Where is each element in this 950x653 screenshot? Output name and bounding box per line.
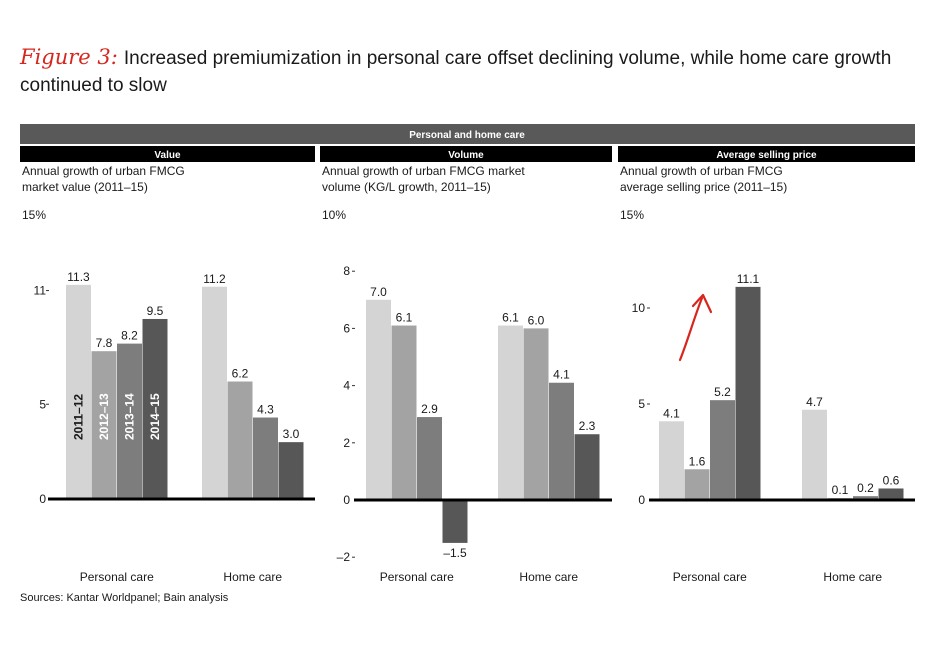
category-label: Personal care [380, 570, 454, 584]
bar-2014–15-Personal care [142, 318, 168, 499]
data-label: 11.1 [737, 272, 760, 286]
data-label: 6.1 [396, 311, 413, 325]
bar-2014–15-Home care [278, 442, 304, 499]
panel-title-bar [320, 146, 612, 162]
bar-2014–15-Personal care [735, 286, 761, 500]
bar-2011–12-Home care [202, 286, 227, 499]
category-label: Home care [519, 570, 578, 584]
bar-2011–12-Home care [498, 325, 523, 500]
panel-title: Value [154, 150, 181, 161]
data-label: 3.0 [283, 427, 300, 441]
bar-2012–13-Personal care [91, 351, 117, 499]
category-label: Personal care [673, 570, 747, 584]
header-label: Personal and home care [409, 130, 525, 141]
panel-subtitle: Annual growth of urban FMCG [620, 164, 783, 178]
y-tick-label: 5 [39, 397, 46, 411]
category-label: Personal care [80, 570, 154, 584]
data-label: 7.0 [370, 285, 387, 299]
bar-2014–15-Home care [878, 488, 904, 500]
bar-2011–12-Personal care [366, 299, 391, 500]
y-tick-label: 2 [343, 436, 350, 450]
y-tick-label: 0 [39, 492, 46, 506]
panel-title-bar [20, 146, 315, 162]
bar-2013–14-Personal care [117, 343, 142, 499]
bar-2011–12-Personal care [659, 421, 684, 500]
chart-panel-2: Volume Annual growth of urban FMCG market… [320, 146, 612, 584]
y-unit-label: 15% [22, 208, 46, 222]
bar-2013–14-Personal care [710, 400, 735, 500]
y-tick-label: 4 [343, 379, 350, 393]
y-tick-label: 0 [343, 493, 350, 507]
data-label: 9.5 [147, 304, 164, 318]
bar-2013–14-Home care [253, 417, 278, 499]
panel-title: Average selling price [716, 150, 817, 161]
panel-subtitle: average selling price (2011–15) [620, 180, 787, 194]
data-label: –1.5 [443, 546, 467, 560]
sources-note: Sources: Kantar Worldpanel; Bain analysi… [20, 592, 229, 604]
series-label: 2011–12 [72, 394, 86, 440]
category-label: Home care [823, 570, 882, 584]
data-label: 2.3 [579, 419, 596, 433]
y-tick-label: 8 [343, 264, 350, 278]
data-label: 8.2 [121, 329, 138, 343]
panel-subtitle: market value (2011–15) [22, 180, 148, 194]
data-label: 7.8 [96, 336, 113, 350]
bar-2013–14-Home care [549, 382, 574, 500]
chart-panel-3: Average selling price Annual growth of ur… [618, 146, 915, 584]
data-label: 5.2 [714, 385, 731, 399]
panel-title-bar [618, 146, 915, 162]
data-label: 0.6 [883, 473, 900, 487]
figure-title: Figure 3: Increased premiumization in per… [20, 44, 920, 99]
panel-title: Volume [448, 150, 484, 161]
series-label: 2014–15 [148, 393, 162, 440]
y-tick-label: –2 [337, 550, 351, 564]
data-label: 4.1 [553, 368, 570, 382]
data-label: 6.1 [502, 311, 519, 325]
bar-2012–13-Personal care [684, 469, 710, 500]
data-label: 4.1 [663, 406, 680, 420]
y-unit-label: 15% [620, 208, 644, 222]
y-tick-label: 0 [638, 493, 645, 507]
bar-2014–15-Personal care [442, 500, 468, 543]
series-label: 2012–13 [97, 393, 111, 440]
data-label: 4.3 [257, 403, 274, 417]
data-label: 0.1 [832, 483, 849, 497]
data-label: 11.2 [203, 272, 226, 286]
bar-2012–13-Home care [523, 328, 549, 500]
data-label: 6.2 [232, 367, 249, 381]
data-label: 0.2 [857, 481, 874, 495]
bar-2012–13-Home care [227, 381, 253, 499]
data-label: 6.0 [528, 313, 545, 327]
y-tick-label: 5 [638, 397, 645, 411]
y-unit-label: 10% [322, 208, 346, 222]
data-label: 11.3 [67, 270, 90, 284]
data-label: 2.9 [421, 402, 438, 416]
bar-2013–14-Personal care [417, 417, 442, 500]
bar-2012–13-Personal care [391, 325, 417, 500]
bar-2011–12-Home care [802, 409, 827, 500]
panel-subtitle: volume (KG/L growth, 2011–15) [322, 180, 491, 194]
y-tick-label: 6 [343, 321, 350, 335]
y-tick-label: 11 [34, 284, 47, 298]
panel-subtitle: Annual growth of urban FMCG [22, 164, 185, 178]
red-arrowhead-icon [691, 293, 713, 314]
bar-2011–12-Personal care [66, 284, 91, 499]
red-arrow-icon [678, 296, 704, 362]
panel-subtitle: Annual growth of urban FMCG market [322, 164, 525, 178]
bar-2013–14-Home care [853, 496, 878, 500]
series-label: 2013–14 [123, 393, 137, 440]
figure-title-text: Increased premiumization in personal car… [20, 48, 892, 96]
data-label: 4.7 [806, 395, 823, 409]
figure-label: Figure 3: [20, 45, 118, 69]
data-label: 1.6 [689, 454, 706, 468]
bar-2014–15-Home care [574, 434, 600, 500]
category-label: Home care [223, 570, 282, 584]
chart-panel-1: Value Annual growth of urban FMCG market v… [20, 146, 315, 584]
y-tick-label: 10 [632, 301, 646, 315]
header-bar [20, 124, 915, 144]
